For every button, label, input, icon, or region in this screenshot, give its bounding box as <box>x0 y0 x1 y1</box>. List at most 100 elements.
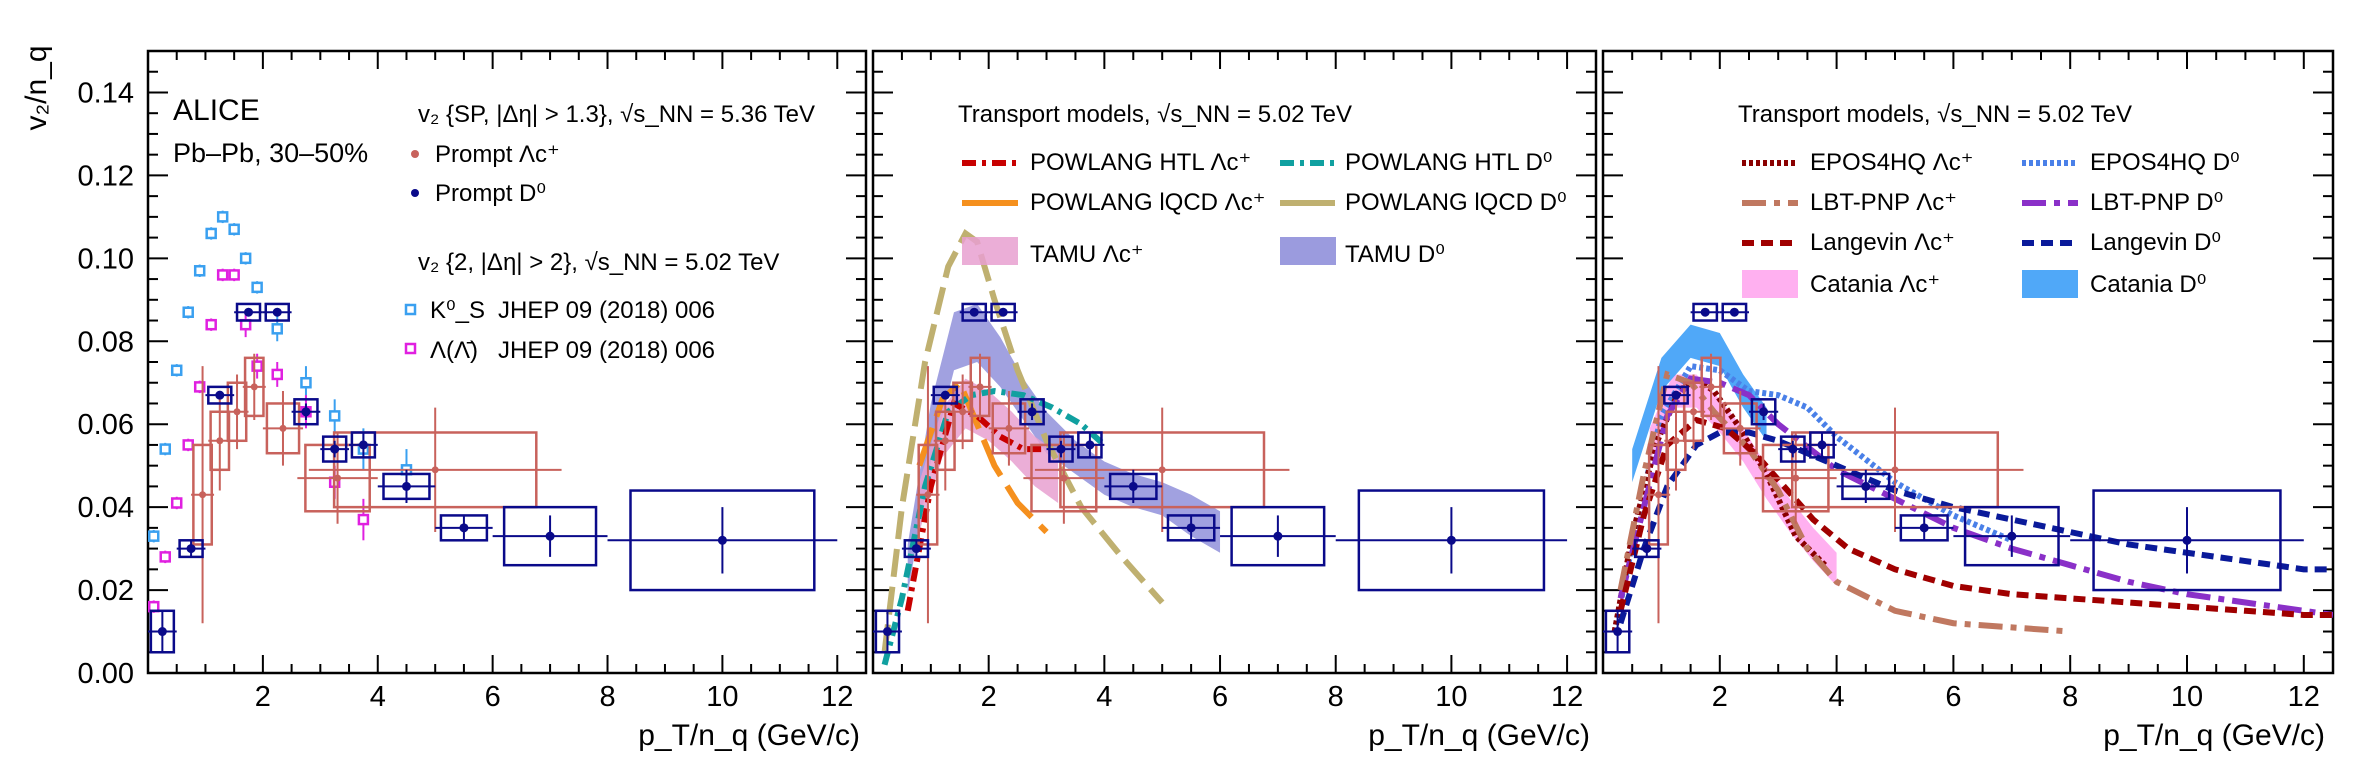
data-point <box>1671 390 1681 400</box>
data-point <box>301 407 311 417</box>
x-tick-label: 2 <box>1712 681 1728 713</box>
y-tick-label: 0.06 <box>78 409 134 441</box>
x-tick-label: 8 <box>599 681 615 713</box>
data-point <box>182 306 194 318</box>
data-point <box>1700 307 1710 317</box>
legend-label-powlang-htl-lc: POWLANG HTL Λc⁺ <box>1030 149 1251 176</box>
legend-ref-ks0: JHEP 09 (2018) 006 <box>498 297 715 324</box>
legend-label-catania-d0: Catania D⁰ <box>2090 271 2206 298</box>
legend-label-lbt-lc: LBT-PNP Λc⁺ <box>1810 189 1957 216</box>
x-tick-label: 10 <box>706 681 738 713</box>
data-point <box>357 513 370 526</box>
data-point <box>272 307 282 317</box>
x-tick-label: 8 <box>1328 681 1344 713</box>
y-tick-label: 0.14 <box>78 77 134 109</box>
legend-label-epos-lc: EPOS4HQ Λc⁺ <box>1810 149 1973 176</box>
data-point <box>1729 307 1739 317</box>
data-point <box>251 281 263 294</box>
panel-data: 2 4 6 8 10 12 0.00 0.02 0.04 0.06 0.08 0.10 0.12 0.14 <box>78 49 868 713</box>
data-point <box>159 443 171 455</box>
panel2-header: Transport models, √s_NN = 5.02 TeV <box>958 101 1352 128</box>
x-axis-title-1: p_T/n_q (GeV/c) <box>638 719 860 752</box>
x-tick-label: 4 <box>1829 681 1845 713</box>
data-point <box>193 265 206 277</box>
model-curve <box>881 387 1107 666</box>
data-point <box>1817 440 1827 450</box>
data-point <box>459 523 469 533</box>
data-point <box>976 383 984 391</box>
data-point <box>911 544 921 554</box>
y-tick-label: 0.04 <box>78 492 134 524</box>
model-curve <box>904 399 1047 612</box>
data-point <box>2007 531 2017 541</box>
x-tick-label: 6 <box>1212 681 1228 713</box>
x-tick-label: 12 <box>821 681 853 713</box>
legend-marker-ks0 <box>404 303 417 316</box>
x-tick-label: 2 <box>255 681 271 713</box>
legend-label-epos-d0: EPOS4HQ D⁰ <box>2090 149 2240 176</box>
data-point <box>1759 407 1769 417</box>
data-point <box>1056 444 1066 454</box>
data-point <box>1788 444 1798 454</box>
data-point <box>205 318 217 331</box>
legend-marker-lambda <box>404 342 417 355</box>
data-point <box>717 535 727 545</box>
data-point <box>216 269 229 281</box>
legend-band-catania-lc <box>1742 270 1798 298</box>
data-point <box>545 531 555 541</box>
data-point <box>228 223 240 236</box>
data-point <box>244 307 254 317</box>
data-point <box>882 627 892 637</box>
model-band <box>1632 324 1767 483</box>
data-point <box>157 627 167 637</box>
data-point <box>1613 627 1623 637</box>
data-point <box>159 551 171 563</box>
panel-powlang-tamu: 2 4 6 8 10 12 <box>871 49 1598 713</box>
data-point <box>1919 523 1929 533</box>
data-point <box>215 390 225 400</box>
data-point <box>1672 437 1680 445</box>
legend-ref-lambda: JHEP 09 (2018) 006 <box>498 337 715 364</box>
data-point <box>186 544 196 554</box>
x-axis-title-2: p_T/n_q (GeV/c) <box>1368 719 1590 752</box>
legend-label-langevin-d0: Langevin D⁰ <box>2090 229 2221 256</box>
data-point <box>1642 544 1652 554</box>
data-point <box>199 491 207 499</box>
data-point <box>1861 481 1871 491</box>
data-point <box>205 227 217 240</box>
legend-label-tamu-d0: TAMU D⁰ <box>1345 241 1445 268</box>
data-point <box>431 466 439 474</box>
data-point <box>334 474 342 482</box>
model-curve <box>916 377 1049 535</box>
model-curve <box>1617 416 2333 618</box>
data-point <box>2182 535 2192 545</box>
data-point <box>358 440 368 450</box>
data-point <box>1060 474 1068 482</box>
x-tick-label: 4 <box>370 681 386 713</box>
system-label: Pb–Pb, 30–50% <box>173 138 368 168</box>
legend-label-ks0: K⁰_S <box>430 297 485 324</box>
plot-area <box>1603 302 2333 654</box>
data-point <box>1085 440 1095 450</box>
y-tick-label: 0.12 <box>78 160 134 192</box>
data-point <box>959 408 967 416</box>
legend-label-powlang-lqcd-d0: POWLANG lQCD D⁰ <box>1345 189 1567 216</box>
x-tick-label: 6 <box>485 681 501 713</box>
data-point <box>1158 466 1166 474</box>
data-point <box>941 437 949 445</box>
data-point <box>271 368 283 381</box>
x-tick-label: 6 <box>1945 681 1961 713</box>
data-point <box>271 323 283 335</box>
data-point <box>924 491 932 499</box>
x-tick-label: 10 <box>2171 681 2203 713</box>
x-tick-label: 12 <box>2288 681 2320 713</box>
legend-marker-prompt-lc <box>411 150 419 158</box>
data-point <box>233 408 241 416</box>
y-tick-label: 0.10 <box>78 243 134 275</box>
y-tick-label: 0.00 <box>78 658 134 690</box>
legend-band-catania-d0 <box>2022 270 2078 298</box>
x-tick-label: 4 <box>1096 681 1112 713</box>
data-point <box>1446 535 1456 545</box>
legend-marker-prompt-d0 <box>411 189 419 197</box>
data-point <box>228 269 240 281</box>
